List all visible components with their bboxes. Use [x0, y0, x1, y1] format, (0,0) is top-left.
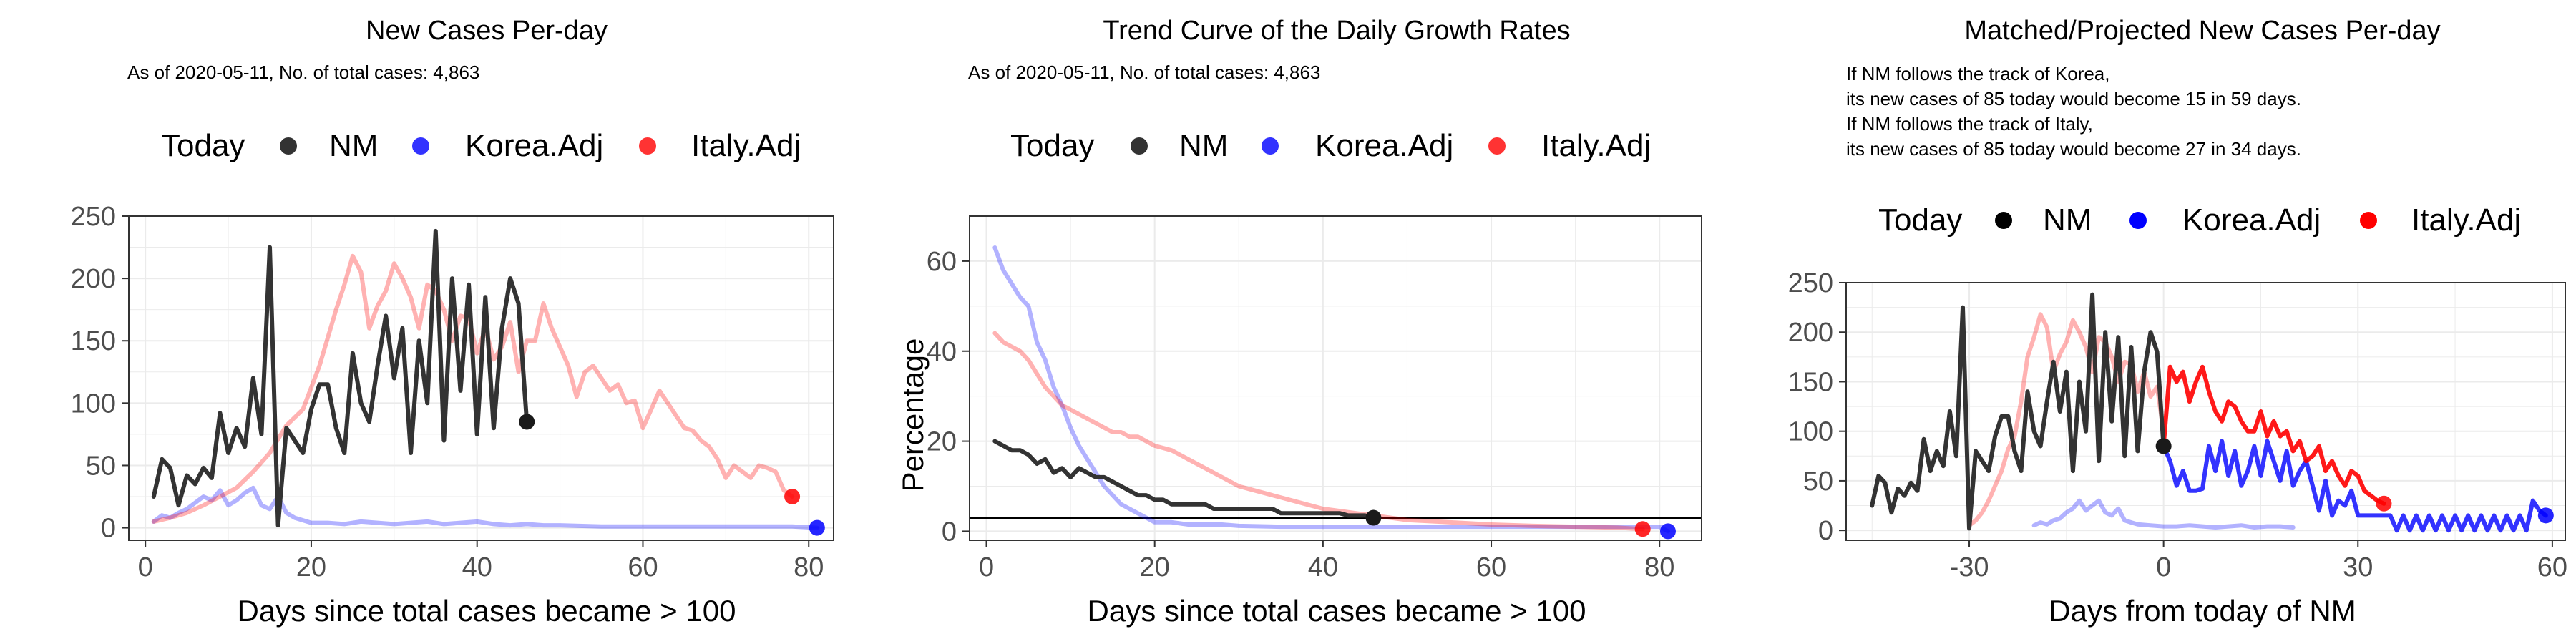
y-tick-label: 150: [71, 326, 116, 356]
y-tick-label: 200: [71, 264, 116, 294]
panel-3-legend-italy-dot: [2360, 212, 2377, 229]
end-marker-nm: [2155, 438, 2172, 454]
panel-2-xlabel: Days since total cases became > 100: [1088, 594, 1586, 628]
series-line-nm: [151, 228, 530, 528]
series-line-italy-adj: [151, 253, 795, 524]
panel-2-title: Trend Curve of the Daily Growth Rates: [1103, 16, 1570, 46]
panel-2-legend-italy: Italy.Adj: [1541, 128, 1651, 163]
panel-1-legend: Today NM Korea.Adj Italy.Adj: [161, 128, 801, 163]
y-tick-label: 50: [1803, 467, 1833, 497]
y-tick-label: 0: [1818, 516, 1833, 546]
panel-3-annotation-3: If NM follows the track of Italy,: [1846, 113, 2093, 135]
panel-2-legend: Today NM Korea.Adj Italy.Adj: [1010, 128, 1651, 163]
x-tick-label: 20: [1140, 552, 1170, 582]
panel-2-ylabel: Percentage: [896, 338, 930, 492]
panel-2: Trend Curve of the Daily Growth Rates As…: [896, 16, 1702, 628]
y-tick-label: 0: [101, 514, 116, 544]
end-marker-italy-adj-projected-: [2376, 495, 2392, 512]
panel-1-plot: 0 20 40 60 80 0 50 100 150 200 250: [71, 202, 834, 582]
y-tick-label: 0: [942, 517, 957, 547]
y-tick-label: 150: [1788, 367, 1833, 397]
panel-3-plot: -30 0 30 60 0 50 100 150 200 250: [1788, 268, 2567, 582]
x-tick-label: 0: [2156, 552, 2171, 582]
x-tick-label: 0: [138, 552, 153, 582]
panel-3-legend-korea: Korea.Adj: [2182, 203, 2321, 238]
panel-2-legend-italy-dot: [1488, 137, 1506, 155]
panel-3-annotation-2: its new cases of 85 today would become 1…: [1846, 88, 2301, 109]
panel-1-legend-nm: NM: [329, 128, 378, 163]
panel-1-legend-italy-dot: [639, 137, 656, 155]
series-line-korea-adj-projected-: [2161, 439, 2548, 533]
y-tick-label: 100: [1788, 417, 1833, 447]
y-tick-label: 250: [1788, 268, 1833, 298]
panel-border: [969, 215, 1702, 541]
series-line-nm: [992, 439, 1376, 520]
panel-2-legend-nm-dot: [1131, 137, 1148, 155]
panel-1: New Cases Per-day As of 2020-05-11, No. …: [71, 16, 834, 628]
panel-3-legend-korea-dot: [2129, 212, 2147, 229]
panel-3-legend-nm: NM: [2043, 203, 2092, 238]
panel-3-legend-italy: Italy.Adj: [2411, 203, 2521, 238]
panel-3-title: Matched/Projected New Cases Per-day: [1964, 16, 2440, 46]
x-tick-label: 40: [462, 552, 492, 582]
x-tick-label: 80: [794, 552, 824, 582]
end-marker-nm: [1365, 509, 1382, 526]
x-tick-label: 60: [628, 552, 658, 582]
panel-1-legend-nm-dot: [280, 137, 297, 155]
x-tick-label: 60: [1476, 552, 1506, 582]
y-tick-label: 60: [927, 247, 957, 277]
end-marker-korea-adj: [809, 519, 825, 536]
x-tick-label: -30: [1950, 552, 1989, 582]
panel-3-xlabel: Days from today of NM: [2049, 594, 2356, 628]
panel-2-subtitle: As of 2020-05-11, No. of total cases: 4,…: [968, 62, 1320, 83]
panel-1-legend-korea: Korea.Adj: [465, 128, 603, 163]
x-tick-label: 20: [296, 552, 326, 582]
x-tick-label: 40: [1308, 552, 1338, 582]
panel-2-legend-korea: Korea.Adj: [1315, 128, 1453, 163]
series-line-korea-adj: [992, 245, 1670, 534]
series-line-korea-adj: [151, 485, 819, 530]
panel-3-annotation-4: its new cases of 85 today would become 2…: [1846, 138, 2301, 160]
y-tick-label: 40: [927, 337, 957, 367]
panel-3-legend-nm-dot: [1995, 212, 2012, 229]
panel-border: [1845, 282, 2566, 541]
y-tick-label: 50: [86, 451, 116, 481]
end-marker-italy-adj: [1634, 521, 1651, 537]
end-marker-korea-adj-projected-: [2537, 507, 2554, 524]
panel-3-annotation-1: If NM follows the track of Korea,: [1846, 63, 2109, 84]
x-tick-label: 0: [979, 552, 994, 582]
end-marker-korea-adj: [1659, 523, 1676, 540]
panel-1-legend-title: Today: [161, 128, 245, 163]
panel-1-subtitle: As of 2020-05-11, No. of total cases: 4,…: [127, 62, 479, 83]
y-tick-label: 200: [1788, 318, 1833, 348]
panel-3-legend: Today NM Korea.Adj Italy.Adj: [1878, 203, 2521, 238]
panel-3-legend-title: Today: [1878, 203, 1962, 238]
panel-3: Matched/Projected New Cases Per-day If N…: [1788, 16, 2567, 628]
x-tick-label: 30: [2343, 552, 2373, 582]
end-marker-nm: [519, 414, 535, 430]
panel-1-title: New Cases Per-day: [366, 16, 608, 46]
y-tick-label: 100: [71, 389, 116, 419]
panel-2-legend-title: Today: [1010, 128, 1094, 163]
panel-1-legend-korea-dot: [412, 137, 429, 155]
panel-1-legend-italy: Italy.Adj: [691, 128, 801, 163]
panel-1-xlabel: Days since total cases became > 100: [238, 594, 736, 628]
panel-2-plot: 0 20 40 60 80 0 20 40 60: [927, 215, 1702, 582]
panel-2-legend-nm: NM: [1179, 128, 1228, 163]
series-line-italy-adj-projected-: [2161, 364, 2386, 506]
x-tick-label: 60: [2537, 552, 2567, 582]
series-line-italy-adj: [992, 331, 1645, 532]
y-tick-label: 20: [927, 427, 957, 457]
series-line-korea-adj-matched-: [2031, 498, 2296, 530]
panel-border: [128, 215, 834, 541]
x-tick-label: 80: [1644, 552, 1674, 582]
end-marker-italy-adj: [784, 489, 801, 505]
y-tick-label: 250: [71, 202, 116, 232]
series-line-nm: [1870, 292, 2166, 531]
panel-2-legend-korea-dot: [1262, 137, 1279, 155]
